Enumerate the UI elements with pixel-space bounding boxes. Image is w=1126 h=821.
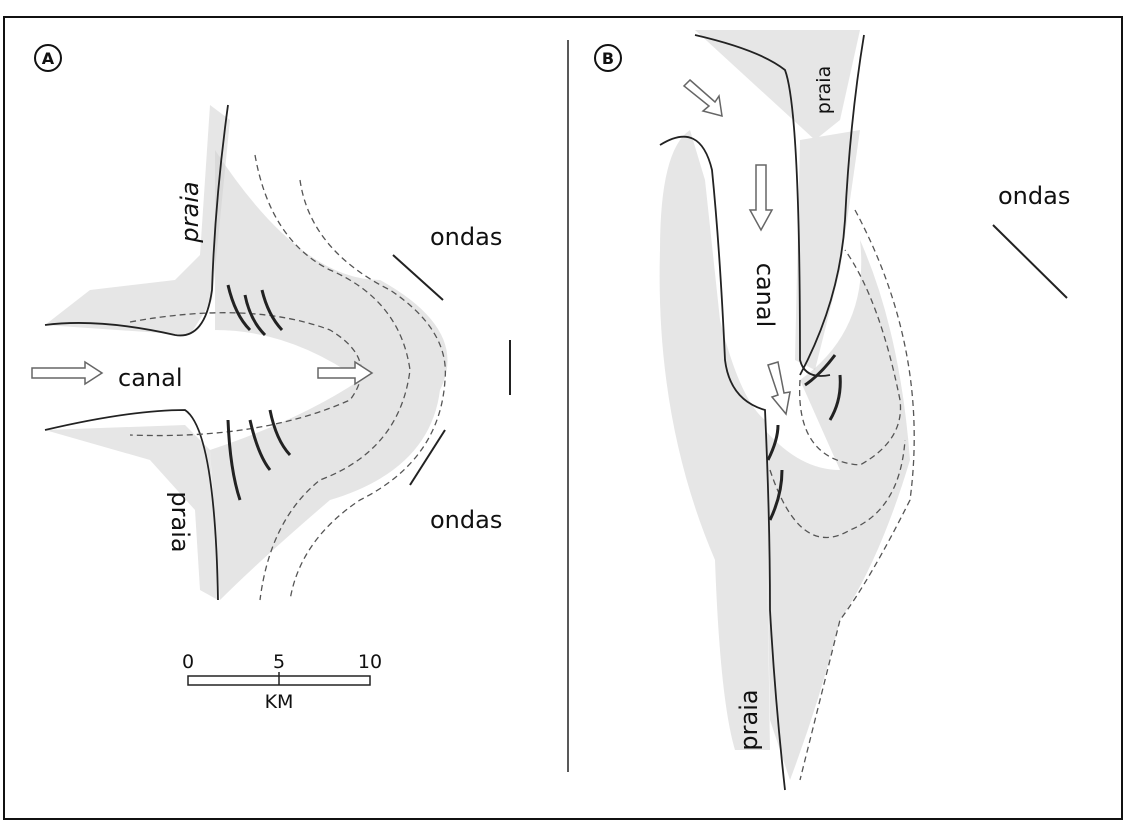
- waves-label: ondas: [998, 182, 1070, 210]
- scale-unit: KM: [265, 691, 294, 713]
- frame: [4, 17, 1122, 819]
- scale-label: 10: [358, 651, 382, 673]
- beach-label: praia: [176, 181, 204, 243]
- channel-label: canal: [118, 364, 183, 392]
- figure: A ondas ondas canal praia praia 0 5 10 K…: [0, 0, 1126, 821]
- waves-label: ondas: [430, 223, 502, 251]
- channel-label: canal: [751, 263, 779, 328]
- panel-label: B: [602, 49, 614, 68]
- beach-label: praia: [735, 689, 763, 750]
- beach-label: praia: [166, 491, 194, 552]
- scale-label: 0: [182, 651, 194, 673]
- panel-label: A: [42, 49, 55, 68]
- scale-label: 5: [273, 651, 285, 673]
- beach-label: praia: [813, 66, 835, 114]
- waves-label: ondas: [430, 506, 502, 534]
